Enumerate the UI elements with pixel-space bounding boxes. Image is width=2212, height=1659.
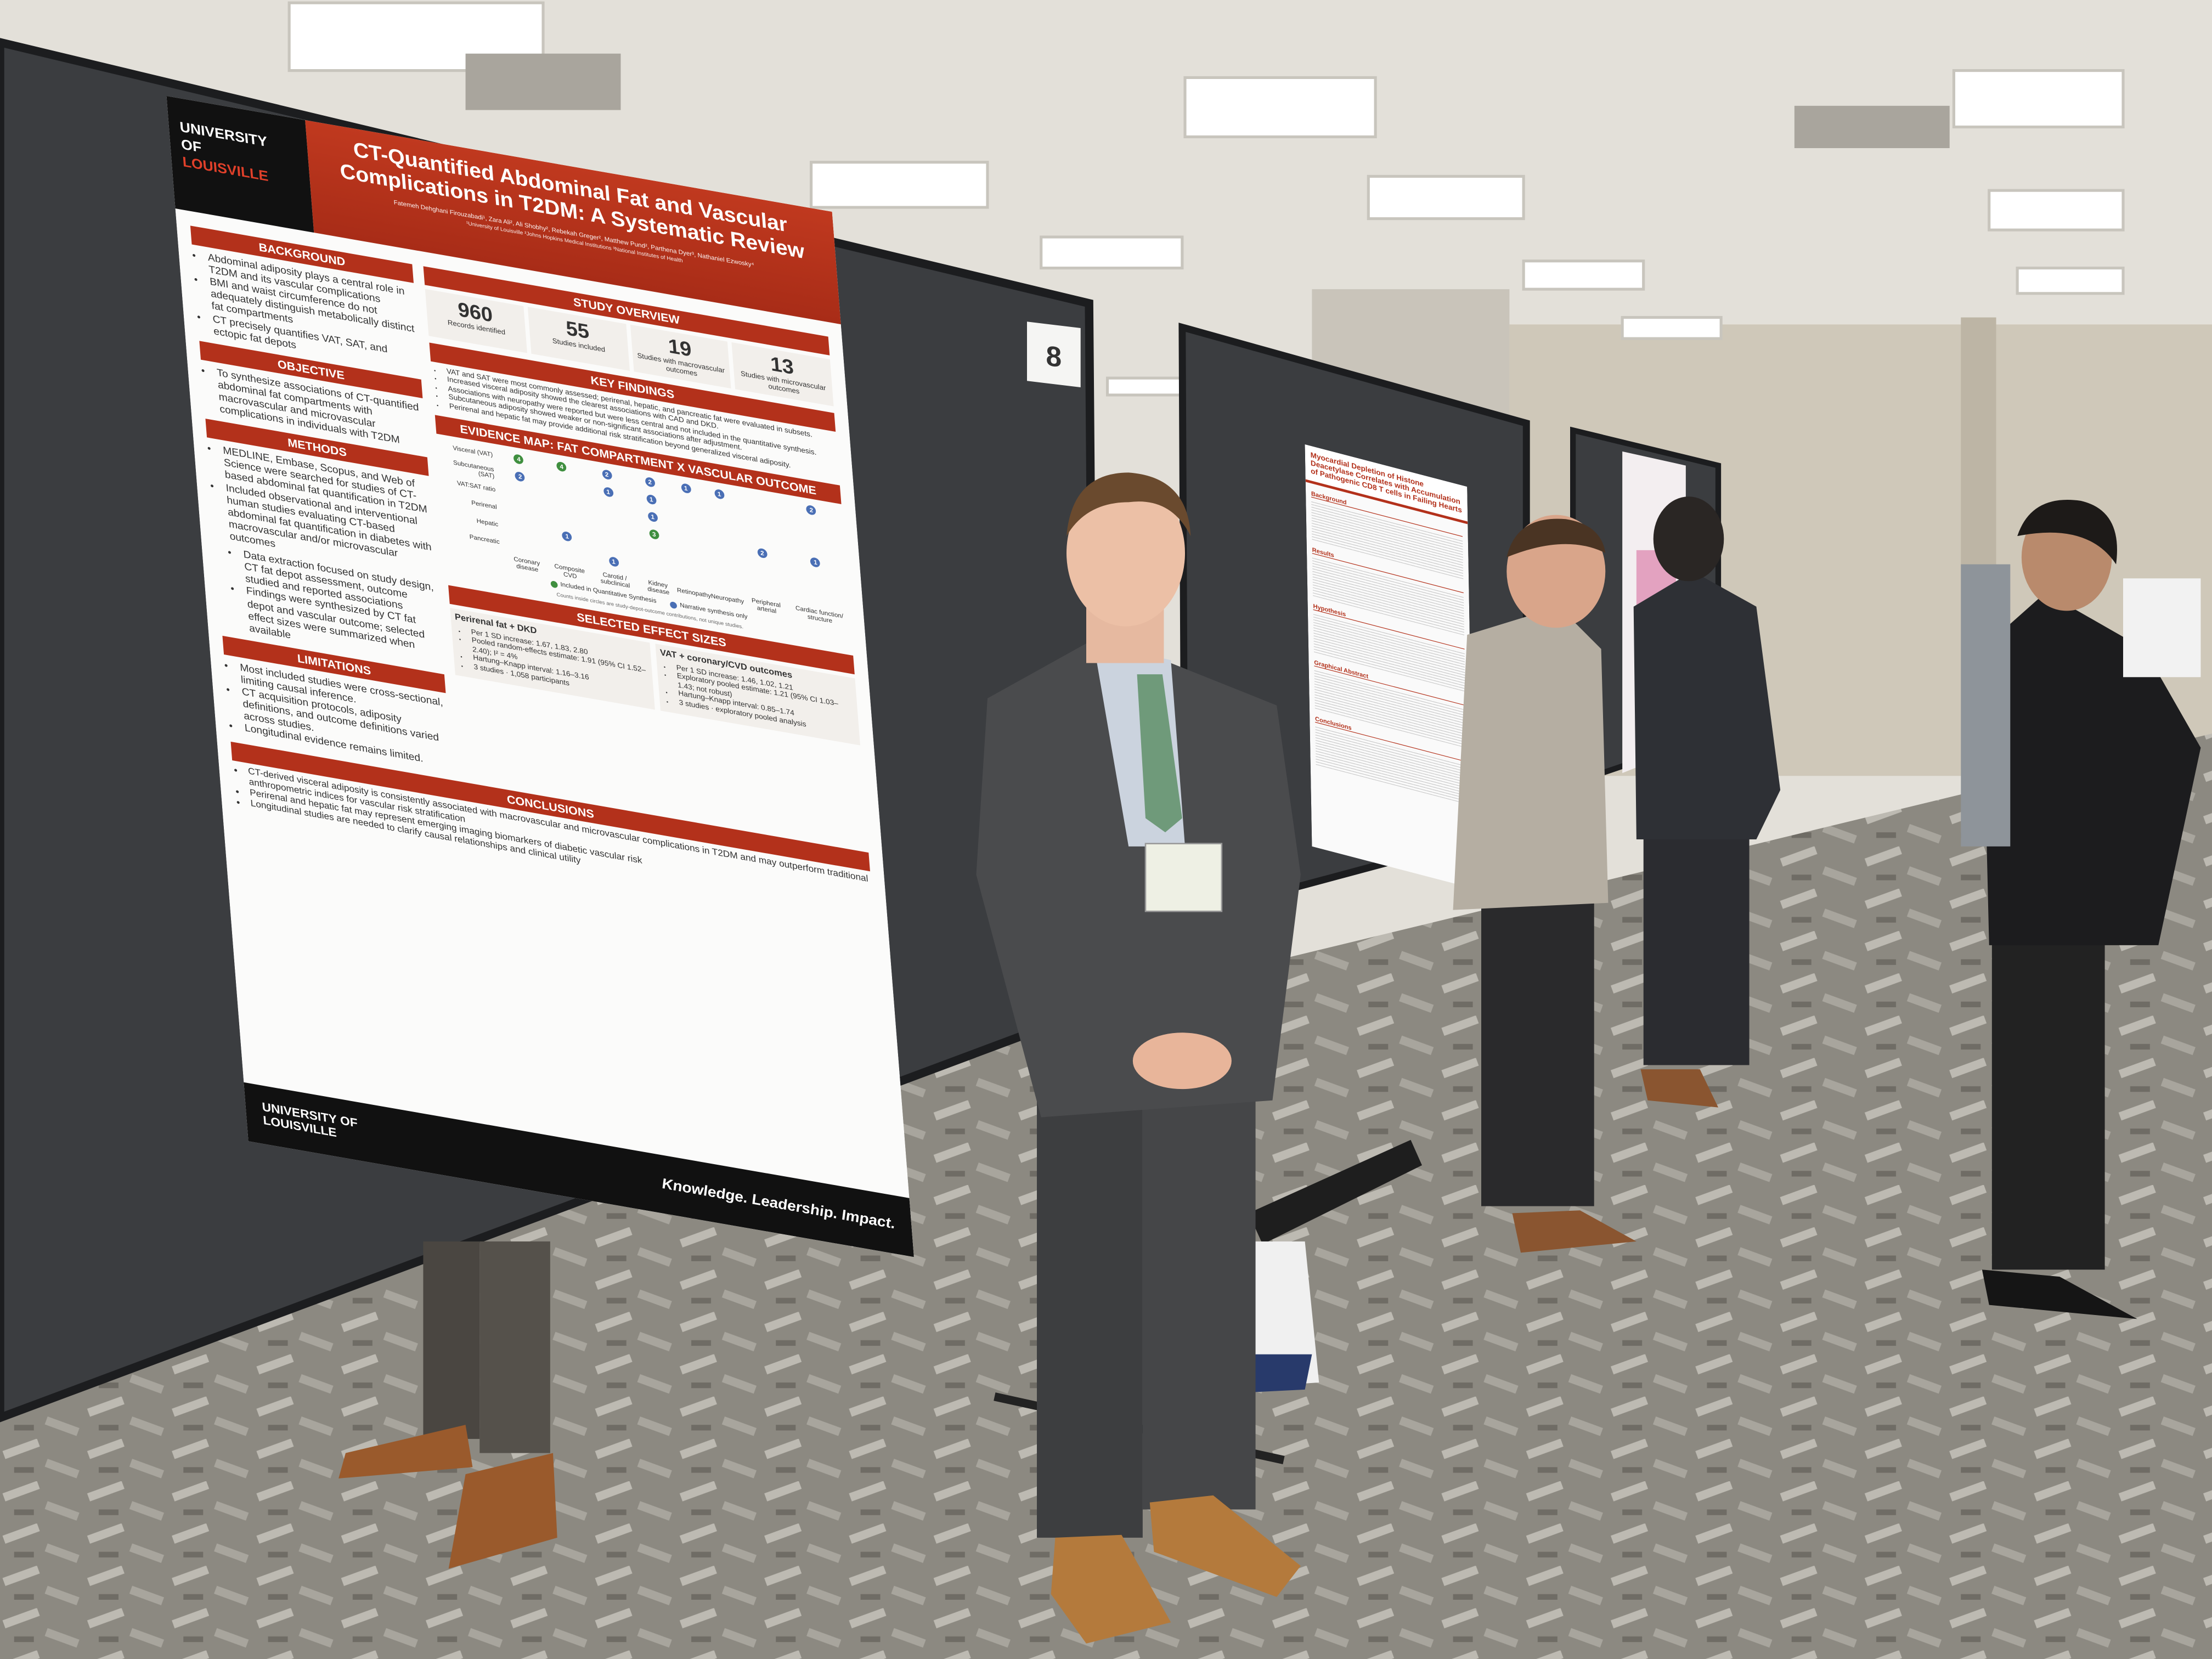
evidence-dot: 1 (603, 487, 614, 498)
attendee (1982, 500, 2201, 1319)
second-poster-frame: Myocardial Depletion of Histone Deacetyl… (1305, 444, 1474, 889)
background-attendee (2123, 578, 2201, 678)
evidence-dot: 2 (601, 470, 612, 481)
board-number: 8 (1046, 340, 1062, 373)
evidence-dot: 1 (810, 557, 821, 569)
light (1988, 189, 2125, 232)
jacket (1633, 571, 1781, 839)
evidence-dot: 1 (714, 489, 725, 500)
poster-tube (1248, 1139, 1422, 1244)
light (1522, 259, 1645, 291)
light (1952, 69, 2125, 128)
evidence-dot: 3 (648, 529, 659, 541)
board-number-card: 8 (1027, 321, 1081, 388)
evidence-dot: 2 (645, 477, 656, 488)
trousers (1481, 902, 1594, 1206)
evidence-dot: 1 (562, 531, 573, 543)
background-attendee (1961, 564, 2011, 847)
jacket (1453, 606, 1609, 910)
evidence-dot: 4 (556, 461, 567, 473)
jacket (1982, 592, 2201, 945)
trouser-leg (1037, 1086, 1143, 1538)
shoe (1982, 1269, 2137, 1319)
air-vent (1794, 105, 1950, 148)
presenter (976, 472, 1301, 1644)
trousers (1643, 832, 1750, 1065)
name-badge (1144, 843, 1223, 912)
tie (1137, 674, 1182, 833)
air-vent (465, 53, 621, 110)
shoe (1512, 1210, 1637, 1253)
hair (1506, 518, 1606, 557)
hair (1066, 472, 1191, 537)
evidence-dot: 1 (647, 512, 658, 523)
person-leg (479, 1241, 550, 1453)
hair (2017, 500, 2117, 565)
head (1066, 479, 1185, 627)
evidence-dot: 1 (680, 483, 691, 495)
card (1027, 321, 1081, 388)
light (1621, 316, 1723, 340)
right-column: STUDY OVERVIEW 960 Records identified 55 Stu… (423, 259, 868, 845)
evidence-dot: 2 (515, 471, 526, 483)
shoe (1051, 1534, 1171, 1644)
hands (1132, 1032, 1232, 1090)
suit-jacket (976, 642, 1301, 1118)
light (1040, 235, 1184, 270)
legend-dot (670, 601, 678, 609)
evidence-dot: 1 (646, 494, 657, 506)
person-leg (423, 1241, 480, 1439)
main-poster: UNIVERSITY OF LOUISVILLE CT-Quantified Abdo… (166, 95, 914, 1257)
legend-dot (550, 580, 558, 588)
trouser-leg (1142, 1086, 1256, 1510)
trousers (1991, 931, 2105, 1270)
shoe (1640, 1069, 1718, 1108)
evidence-dot: 4 (514, 454, 524, 466)
shoe (338, 1425, 473, 1479)
head (1653, 496, 1724, 582)
ceiling-lights (287, 1, 2125, 397)
light (1183, 76, 1377, 139)
shoe (1149, 1495, 1301, 1597)
second-poster: Myocardial Depletion of Histone Deacetyl… (1305, 444, 1474, 889)
attendee (1633, 496, 1781, 1108)
light (1106, 376, 1187, 397)
light (2016, 267, 2125, 295)
evidence-dot: 2 (806, 505, 817, 517)
attendee (1453, 515, 1637, 1253)
evidence-dot: 1 (608, 556, 619, 568)
evidence-dot: 2 (757, 548, 768, 560)
light (1367, 174, 1525, 221)
footer-logo: UNIVERSITY OF LOUISVILLE (262, 1100, 359, 1145)
left-column: BACKGROUNDAbdominal adiposity plays a ce… (190, 219, 452, 773)
light (810, 161, 989, 209)
shoe (448, 1453, 557, 1569)
